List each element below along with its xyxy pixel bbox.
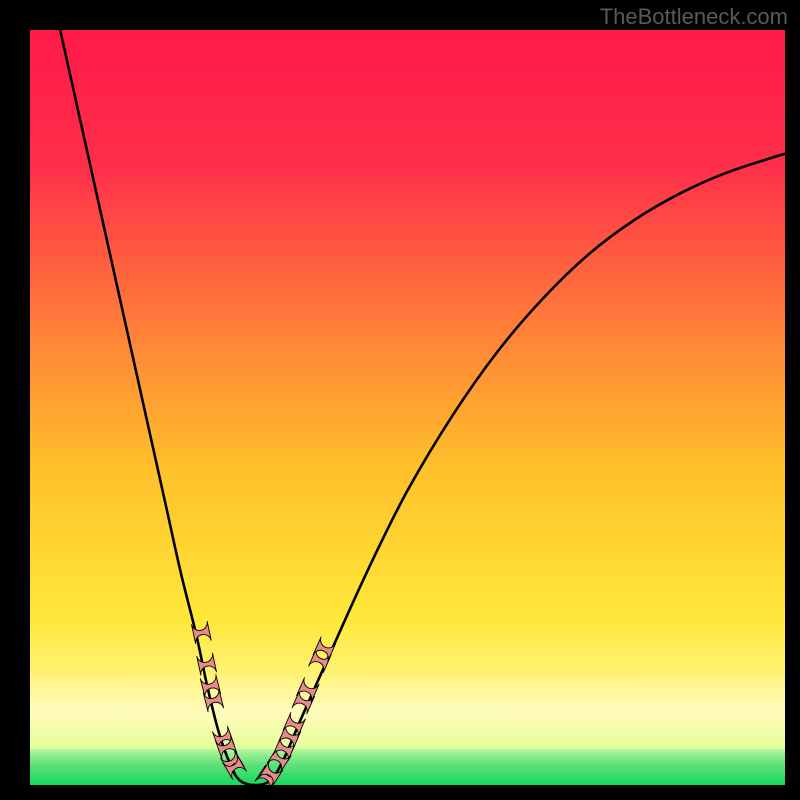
bottleneck-v-curve xyxy=(60,30,785,785)
curve-markers xyxy=(191,621,335,785)
watermark-text: TheBottleneck.com xyxy=(600,4,788,30)
chart-curve-layer xyxy=(30,30,785,785)
bottleneck-chart xyxy=(30,30,785,785)
